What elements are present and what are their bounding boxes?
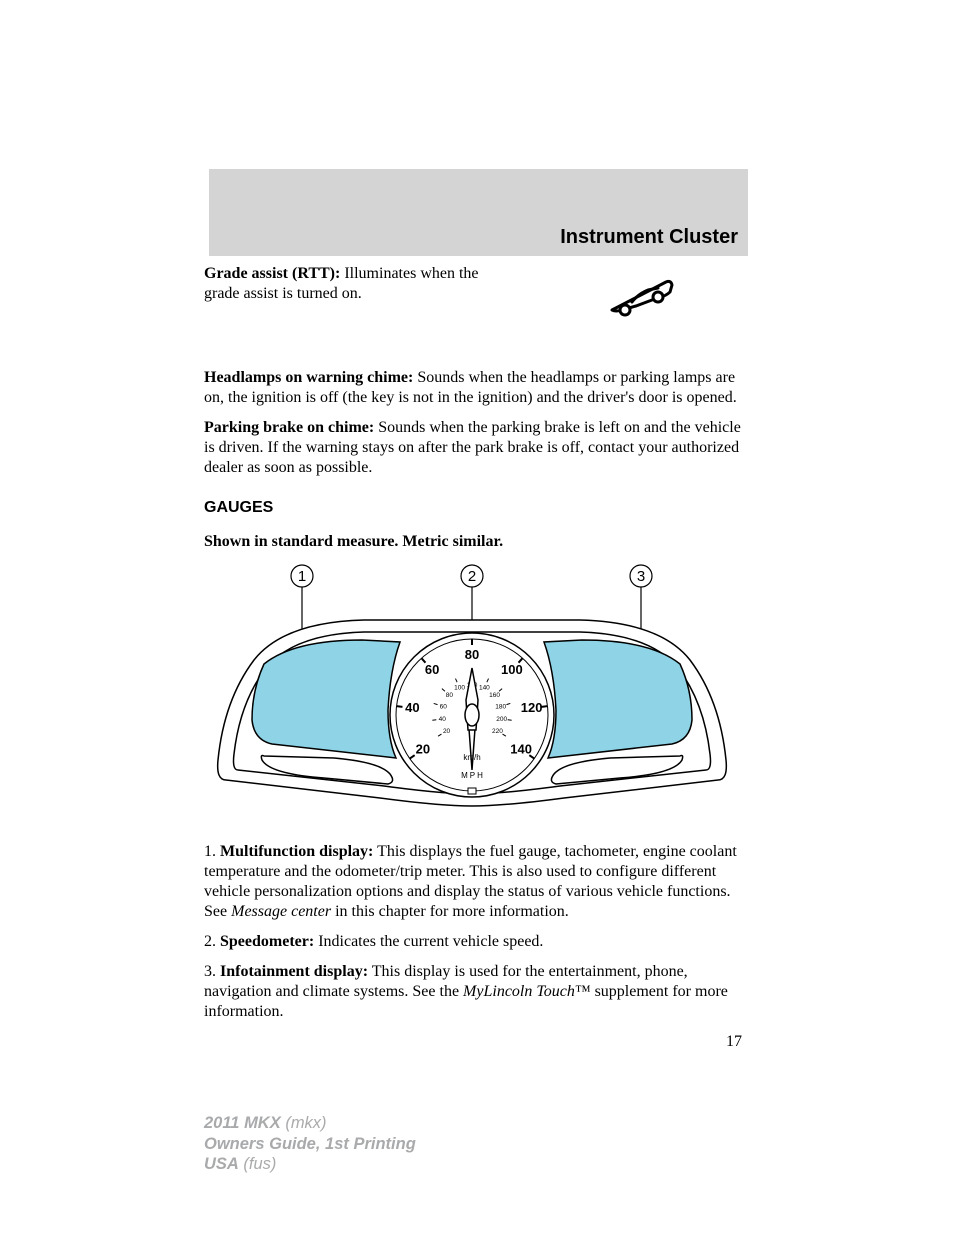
item-1-tail: in this chapter for more information. (331, 903, 569, 920)
svg-text:40: 40 (405, 700, 419, 715)
car-incline-icon (608, 270, 678, 324)
section-title: Instrument Cluster (209, 226, 748, 249)
instrument-cluster-diagram: 1 2 3 (204, 560, 748, 826)
headlamps-label: Headlamps on warning chime: (204, 369, 413, 386)
callout-3: 3 (637, 568, 645, 585)
svg-text:180: 180 (495, 703, 506, 710)
unit-mph: MPH (461, 771, 483, 780)
item-3-label: Infotainment display: (220, 963, 368, 980)
svg-text:140: 140 (479, 685, 490, 692)
svg-text:40: 40 (439, 716, 447, 723)
footer: 2011 MKX (mkx) Owners Guide, 1st Printin… (204, 1113, 416, 1175)
svg-text:60: 60 (440, 703, 448, 710)
multifunction-display-panel (252, 640, 400, 758)
grade-assist-label: Grade assist (RTT): (204, 265, 340, 282)
footer-region-code: (fus) (239, 1155, 277, 1173)
headlamps-para: Headlamps on warning chime: Sounds when … (204, 368, 748, 408)
item-3-num: 3. (204, 963, 220, 980)
item-2-label: Speedometer: (220, 933, 314, 950)
svg-text:160: 160 (489, 692, 500, 699)
page-content: Grade assist (RTT): Illuminates when the… (204, 264, 748, 1052)
page-number: 17 (204, 1032, 748, 1052)
gauges-heading: GAUGES (204, 498, 748, 518)
svg-text:200: 200 (496, 716, 507, 723)
item-2-num: 2. (204, 933, 220, 950)
grade-assist-block: Grade assist (RTT): Illuminates when the… (204, 264, 748, 324)
footer-model: 2011 MKX (204, 1114, 281, 1132)
item-1-num: 1. (204, 843, 220, 860)
svg-text:100: 100 (501, 662, 523, 677)
item-3-ref: MyLincoln Touch™ (463, 983, 591, 1000)
svg-text:20: 20 (443, 728, 451, 735)
svg-text:80: 80 (465, 647, 479, 662)
item-2: 2. Speedometer: Indicates the current ve… (204, 932, 748, 952)
svg-text:120: 120 (521, 700, 543, 715)
svg-text:140: 140 (510, 741, 532, 756)
parking-label: Parking brake on chime: (204, 419, 374, 436)
svg-text:80: 80 (446, 692, 454, 699)
callout-1: 1 (298, 568, 306, 585)
svg-text:100: 100 (454, 685, 465, 692)
item-1-ref: Message center (231, 903, 331, 920)
footer-model-code: (mkx) (281, 1114, 327, 1132)
footer-region: USA (204, 1155, 239, 1173)
item-1-label: Multifunction display: (220, 843, 373, 860)
item-3: 3. Infotainment display: This display is… (204, 962, 748, 1022)
item-2-text: Indicates the current vehicle speed. (314, 933, 543, 950)
unit-kmh: km/h (463, 753, 480, 762)
footer-line2: Owners Guide, 1st Printing (204, 1134, 416, 1155)
svg-text:60: 60 (425, 662, 439, 677)
svg-text:20: 20 (416, 741, 430, 756)
callout-2: 2 (468, 568, 476, 585)
parking-para: Parking brake on chime: Sounds when the … (204, 418, 748, 478)
speedometer-gauge: 20406080100120140 2040608010012014016018… (390, 633, 554, 797)
svg-text:220: 220 (492, 728, 503, 735)
infotainment-display-panel (544, 640, 692, 758)
item-1: 1. Multifunction display: This displays … (204, 842, 748, 922)
gauges-subheading: Shown in standard measure. Metric simila… (204, 532, 748, 552)
